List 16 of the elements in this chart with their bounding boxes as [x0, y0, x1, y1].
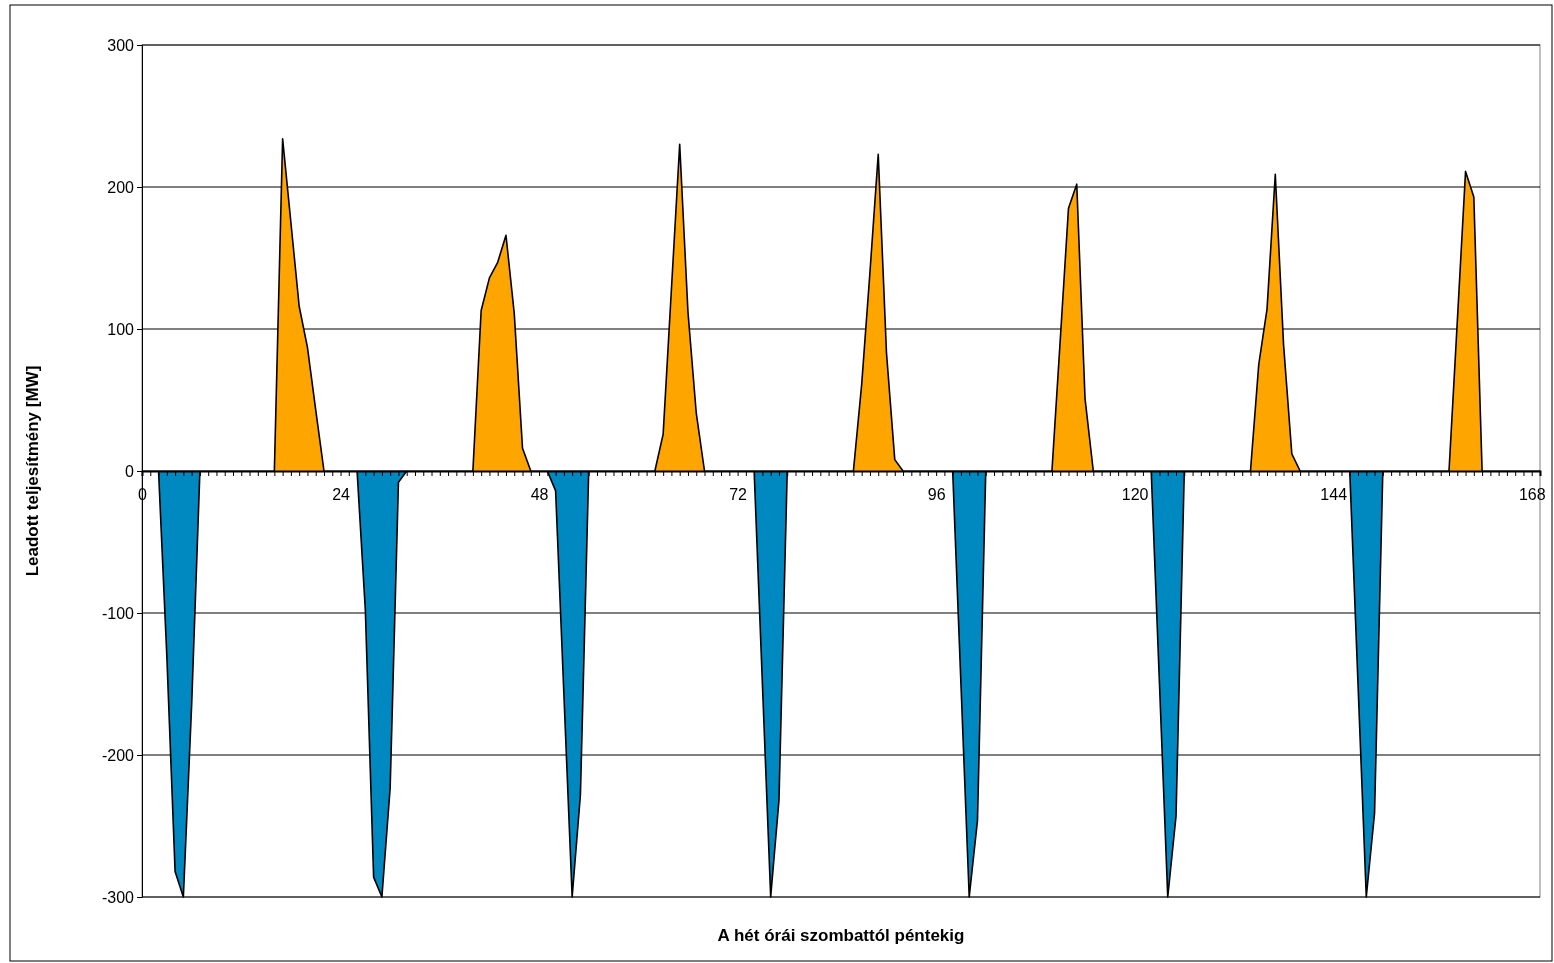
x-tick-label: 96 — [927, 485, 946, 503]
y-tick-label: 300 — [107, 36, 135, 54]
x-tick-label: 144 — [1320, 485, 1348, 503]
x-tick-label: 24 — [332, 485, 351, 503]
y-tick-label: -100 — [101, 604, 135, 622]
y-tick-label: 200 — [107, 178, 135, 196]
x-tick-label: 168 — [1518, 485, 1546, 503]
y-tick-label: 100 — [107, 320, 135, 338]
x-tick-label: 48 — [530, 485, 549, 503]
y-tick-label: 0 — [125, 462, 135, 480]
x-tick-label: 72 — [729, 485, 748, 503]
y-tick-label: -200 — [101, 746, 135, 764]
x-tick-label: 120 — [1121, 485, 1149, 503]
y-tick-label: -300 — [101, 888, 135, 906]
x-axis-title: A hét órái szombattól péntekig — [717, 926, 965, 945]
y-axis-title: Leadott teljesítmény [MW] — [23, 365, 42, 577]
